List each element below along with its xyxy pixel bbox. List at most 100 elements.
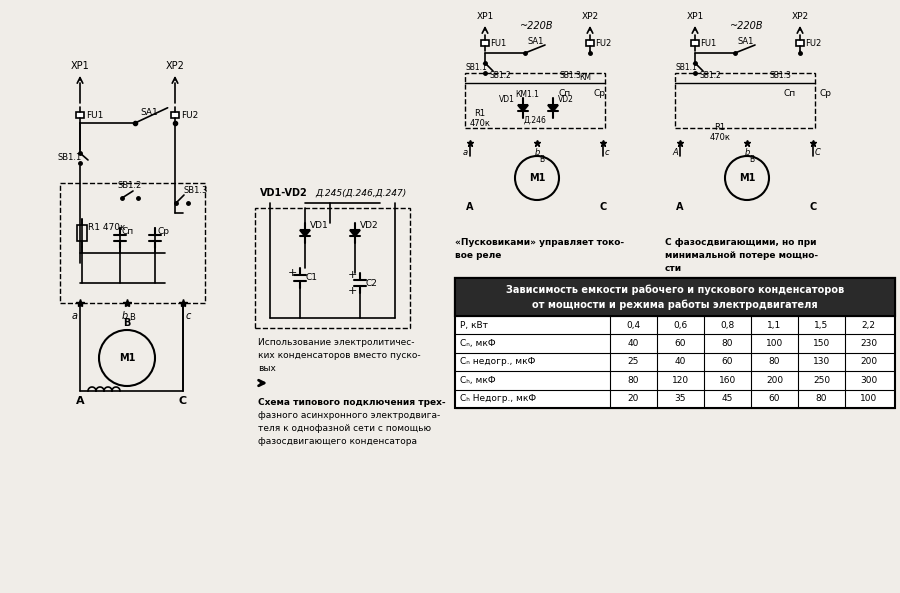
Text: B: B: [123, 318, 130, 328]
Text: 200: 200: [860, 358, 878, 366]
Text: 60: 60: [722, 358, 734, 366]
Text: вых: вых: [258, 364, 276, 373]
Text: VD1-VD2: VD1-VD2: [260, 188, 308, 198]
Text: SB1.1: SB1.1: [465, 63, 487, 72]
Text: C: C: [815, 148, 821, 157]
Text: VD2: VD2: [558, 95, 574, 104]
Text: SB1.3: SB1.3: [770, 72, 791, 81]
Text: 0,6: 0,6: [673, 321, 688, 330]
Text: C2: C2: [365, 279, 377, 288]
Text: FU2: FU2: [181, 110, 198, 120]
Text: теля к однофазной сети с помощью: теля к однофазной сети с помощью: [258, 424, 431, 433]
Text: Р, кВт: Р, кВт: [460, 321, 488, 330]
Bar: [796, 40, 804, 46]
Bar: [455, 278, 895, 316]
Text: Сп: Сп: [559, 88, 572, 97]
Text: a: a: [463, 148, 468, 157]
Text: 160: 160: [719, 376, 736, 385]
Text: a: a: [72, 311, 78, 321]
Text: 250: 250: [813, 376, 830, 385]
Text: фазного асинхронного электродвига-: фазного асинхронного электродвига-: [258, 411, 440, 420]
Text: Д.245(Д.246,Д.247): Д.245(Д.246,Д.247): [315, 189, 406, 197]
Text: Ср: Ср: [157, 228, 169, 237]
Text: SB1.2: SB1.2: [489, 72, 511, 81]
Text: Д.246: Д.246: [524, 116, 546, 125]
Text: b: b: [122, 311, 128, 321]
Text: FU2: FU2: [805, 39, 821, 47]
Text: 80: 80: [722, 339, 734, 348]
Text: A: A: [676, 202, 684, 212]
Text: XP2: XP2: [581, 12, 598, 21]
Text: 470к: 470к: [470, 119, 490, 127]
Text: 80: 80: [628, 376, 639, 385]
Text: «Пусковиками» управляет токо-: «Пусковиками» управляет токо-: [455, 238, 624, 247]
Bar: [691, 40, 699, 46]
Text: Сₕ Недогр., мкФ: Сₕ Недогр., мкФ: [460, 394, 536, 403]
Text: VD1: VD1: [500, 95, 515, 104]
Bar: [255, 208, 410, 328]
Text: R1: R1: [474, 109, 486, 117]
Text: Ср: Ср: [594, 88, 606, 97]
Text: SB1.3: SB1.3: [559, 72, 580, 81]
Text: FU1: FU1: [490, 39, 506, 47]
Text: 120: 120: [672, 376, 689, 385]
Text: 150: 150: [813, 339, 830, 348]
Text: 300: 300: [860, 376, 878, 385]
Text: минимальной потере мощно-: минимальной потере мощно-: [665, 251, 818, 260]
Text: Сₕ, мкФ: Сₕ, мкФ: [460, 376, 496, 385]
Text: XP1: XP1: [476, 12, 493, 21]
Text: B: B: [539, 155, 544, 164]
Text: 60: 60: [675, 339, 686, 348]
Text: SB1.1: SB1.1: [675, 63, 697, 72]
Text: 1,1: 1,1: [768, 321, 781, 330]
Text: от мощности и режима работы электродвигателя: от мощности и режима работы электродвига…: [532, 299, 818, 310]
Text: сти: сти: [665, 264, 682, 273]
Text: +: +: [287, 268, 297, 278]
Text: FU1: FU1: [86, 110, 104, 120]
Text: 80: 80: [815, 394, 827, 403]
Text: 1,5: 1,5: [814, 321, 829, 330]
Bar: [481, 40, 489, 46]
Text: XP1: XP1: [687, 12, 704, 21]
Text: A: A: [76, 396, 85, 406]
Text: Использование электролитичес-: Использование электролитичес-: [258, 338, 415, 347]
Text: VD1: VD1: [310, 221, 328, 229]
Text: SB1.3: SB1.3: [184, 186, 209, 195]
Text: A: A: [672, 148, 678, 157]
Text: XP2: XP2: [791, 12, 808, 21]
Bar: [76, 112, 84, 118]
Text: ~220В: ~220В: [520, 21, 554, 31]
Bar: [77, 225, 87, 241]
Text: +: +: [347, 286, 356, 296]
Text: B: B: [129, 313, 135, 322]
Text: C: C: [809, 202, 816, 212]
Text: 40: 40: [675, 358, 686, 366]
Text: FU2: FU2: [595, 39, 611, 47]
Text: R1 470к: R1 470к: [88, 222, 125, 231]
Text: M1: M1: [529, 173, 545, 183]
Text: 130: 130: [813, 358, 830, 366]
Text: M1: M1: [119, 353, 135, 363]
Text: XP1: XP1: [70, 61, 89, 71]
Text: 40: 40: [628, 339, 639, 348]
Text: Ср: Ср: [819, 88, 831, 97]
Text: SA1: SA1: [527, 37, 544, 46]
Text: SA1: SA1: [737, 37, 753, 46]
Text: c: c: [605, 148, 609, 157]
Text: Сₙ недогр., мкФ: Сₙ недогр., мкФ: [460, 358, 536, 366]
Text: Схема типового подключения трех-: Схема типового подключения трех-: [258, 398, 446, 407]
Text: 60: 60: [769, 394, 780, 403]
Text: SB1.2: SB1.2: [118, 181, 142, 190]
Text: Сп: Сп: [122, 228, 134, 237]
Text: 80: 80: [769, 358, 780, 366]
Text: ких конденсаторов вместо пуско-: ких конденсаторов вместо пуско-: [258, 351, 420, 360]
Text: M1: M1: [739, 173, 755, 183]
Polygon shape: [518, 105, 528, 111]
Bar: [455, 278, 895, 408]
Text: B: B: [749, 155, 754, 164]
Text: C1: C1: [305, 273, 317, 282]
Text: +: +: [347, 270, 356, 280]
Bar: [171, 112, 179, 118]
Text: b: b: [744, 148, 750, 157]
Text: 2,2: 2,2: [861, 321, 876, 330]
